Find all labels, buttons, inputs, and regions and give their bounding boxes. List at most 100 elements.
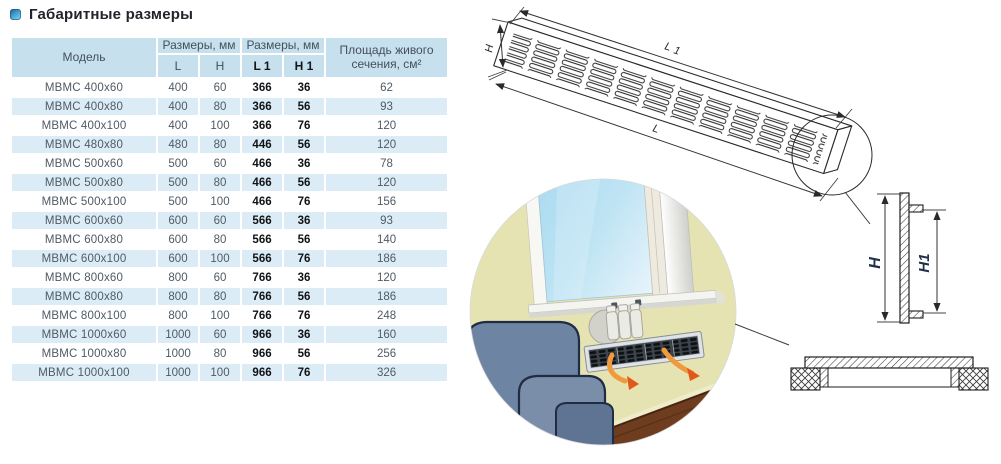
section-profile-bar — [899, 192, 910, 324]
header-l: L — [158, 55, 198, 78]
cell-h1: 36 — [284, 269, 325, 287]
cell-h1: 76 — [284, 117, 325, 135]
table-row: МВМС 1000x100 1000 100 966 76 326 — [12, 364, 448, 382]
cell-h: 80 — [200, 345, 241, 363]
cell-l: 480 — [158, 136, 198, 154]
channel-interior — [827, 367, 952, 388]
cell-l: 800 — [158, 269, 198, 287]
cell-model: МВМС 1000x80 — [12, 345, 156, 363]
room-illustration — [470, 179, 736, 445]
cell-l1: 366 — [242, 117, 283, 135]
cell-h1: 76 — [284, 250, 325, 268]
cell-l: 400 — [158, 117, 198, 135]
cell-l1: 566 — [242, 212, 283, 230]
cell-l1: 966 — [242, 345, 283, 363]
table-row: МВМС 1000x80 1000 80 966 56 256 — [12, 345, 448, 363]
section-bottom-flange — [908, 310, 924, 319]
cell-h1: 36 — [284, 212, 325, 230]
cell-l1: 366 — [242, 79, 283, 97]
cell-model: МВМС 400x100 — [12, 117, 156, 135]
mounting-cross-section — [734, 323, 989, 391]
installed-grille — [583, 331, 705, 373]
cell-h1: 76 — [284, 364, 325, 382]
table-row: МВМС 600x80 600 80 566 56 140 — [12, 231, 448, 249]
cell-l1: 766 — [242, 288, 283, 306]
label-l1: L — [663, 40, 673, 53]
detail-circle — [791, 114, 873, 196]
cell-model: МВМС 600x60 — [12, 212, 156, 230]
cell-model: МВМС 800x80 — [12, 288, 156, 306]
cell-model: МВМС 480x80 — [12, 136, 156, 154]
technical-drawings: L 1 L H — [469, 6, 989, 446]
channel-wall-right — [950, 367, 960, 388]
cell-l: 800 — [158, 288, 198, 306]
table-row: МВМС 500x60 500 60 466 36 78 — [12, 155, 448, 173]
cell-model: МВМС 400x60 — [12, 79, 156, 97]
cell-h: 60 — [200, 326, 241, 344]
cell-h: 100 — [200, 117, 241, 135]
cell-area: 78 — [326, 155, 448, 173]
label-h1: H1 — [916, 253, 933, 272]
cell-area: 248 — [326, 307, 448, 325]
size-table-body: МВМС 400x60 400 60 366 36 62 МВМС 400x80 400 80 3… — [12, 79, 448, 382]
cell-h1: 76 — [284, 307, 325, 325]
cell-l1: 566 — [242, 250, 283, 268]
dimension-line-h-persp — [496, 24, 507, 68]
cell-l1: 766 — [242, 307, 283, 325]
blue-square-bullet-icon — [10, 9, 21, 20]
dimension-line-l — [495, 83, 823, 197]
cell-h: 60 — [200, 79, 241, 97]
table-row: МВМС 500x80 500 80 466 56 120 — [12, 174, 448, 192]
h-section-drawing: H H1 — [867, 192, 946, 324]
detail-leader-line — [844, 191, 871, 225]
header-sizes-mm-1: Размеры, мм — [158, 38, 241, 54]
airflow-arrowhead-right — [687, 368, 700, 381]
header-sizes-mm-2: Размеры, мм — [242, 38, 325, 54]
cell-h1: 36 — [284, 155, 325, 173]
header-model: Модель — [12, 38, 156, 78]
cell-h1: 56 — [284, 345, 325, 363]
panel-block-right — [958, 367, 989, 391]
cell-area: 120 — [326, 174, 448, 192]
cell-l1: 366 — [242, 98, 283, 116]
cell-area: 93 — [326, 212, 448, 230]
header-h1: H 1 — [284, 55, 325, 78]
cell-model: МВМС 500x60 — [12, 155, 156, 173]
cell-h1: 56 — [284, 288, 325, 306]
cell-area: 186 — [326, 250, 448, 268]
cell-l1: 966 — [242, 326, 283, 344]
airflow-arrow-left — [607, 352, 628, 384]
cell-l: 600 — [158, 212, 198, 230]
panel-block-left — [790, 367, 821, 391]
cell-h: 100 — [200, 193, 241, 211]
cell-model: МВМС 600x80 — [12, 231, 156, 249]
cell-l1: 966 — [242, 364, 283, 382]
cell-area: 160 — [326, 326, 448, 344]
section-leader-line — [734, 323, 790, 346]
cell-l: 800 — [158, 307, 198, 325]
cell-area: 120 — [326, 136, 448, 154]
cell-model: МВМС 800x100 — [12, 307, 156, 325]
cell-l1: 466 — [242, 193, 283, 211]
cell-h1: 56 — [284, 231, 325, 249]
cell-h: 80 — [200, 136, 241, 154]
cell-model: МВМС 600x100 — [12, 250, 156, 268]
cell-l: 500 — [158, 193, 198, 211]
cell-h: 60 — [200, 155, 241, 173]
cell-l: 500 — [158, 155, 198, 173]
cell-h: 100 — [200, 307, 241, 325]
cell-h: 80 — [200, 288, 241, 306]
cell-l: 600 — [158, 250, 198, 268]
cell-l: 1000 — [158, 364, 198, 382]
label-h-persp: H — [483, 44, 496, 54]
cell-area: 62 — [326, 79, 448, 97]
cell-h: 60 — [200, 212, 241, 230]
section-title-row: Габаритные размеры — [10, 6, 193, 23]
cell-l: 1000 — [158, 345, 198, 363]
table-row: МВМС 500x100 500 100 466 76 156 — [12, 193, 448, 211]
cell-model: МВМС 1000x100 — [12, 364, 156, 382]
cell-h: 100 — [200, 250, 241, 268]
cell-h1: 56 — [284, 174, 325, 192]
table-row: МВМС 800x100 800 100 766 76 248 — [12, 307, 448, 325]
header-l1: L 1 — [242, 55, 283, 78]
